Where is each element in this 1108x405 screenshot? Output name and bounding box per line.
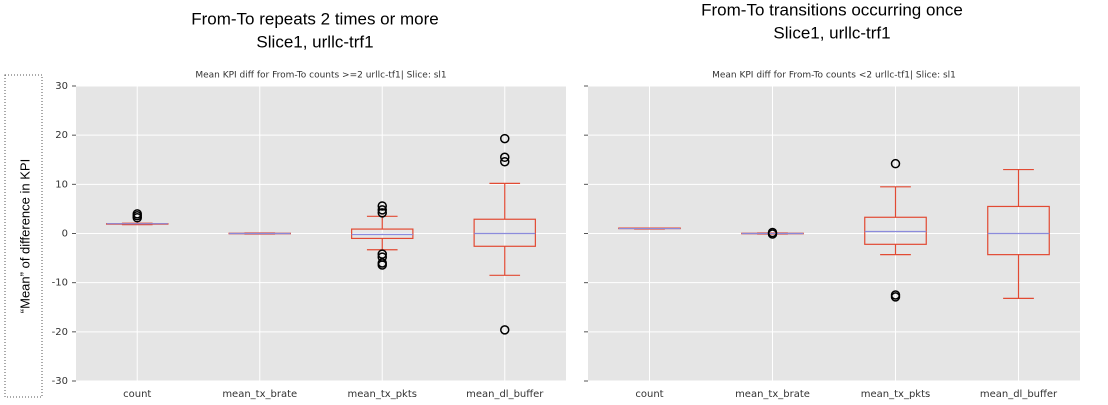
flier xyxy=(377,201,387,211)
flier xyxy=(890,158,901,169)
flier xyxy=(890,292,901,302)
flier xyxy=(377,208,387,218)
box xyxy=(351,228,414,240)
x-tick-label: count xyxy=(123,389,151,400)
y-tick-label: 20 xyxy=(55,130,68,141)
chart-title: Mean KPI diff for From-To counts >=2 url… xyxy=(195,71,446,81)
heading: Slice1, urllc-trf1 xyxy=(773,23,890,42)
y-tick-label: -10 xyxy=(52,278,68,289)
x-tick-label: mean_dl_buffer xyxy=(980,389,1058,400)
ylabel-frame xyxy=(4,74,43,398)
flier xyxy=(132,209,142,219)
chart-title: Mean KPI diff for From-To counts <2 urll… xyxy=(712,71,956,81)
box xyxy=(864,216,927,245)
flier xyxy=(500,156,510,167)
flier xyxy=(767,229,778,239)
flier xyxy=(500,133,510,144)
flier xyxy=(500,325,510,335)
flier xyxy=(377,260,387,270)
y-tick-label: 10 xyxy=(55,179,68,190)
x-tick-label: mean_tx_brate xyxy=(735,389,810,400)
heading: From-To transitions occurring once xyxy=(701,0,963,19)
y-tick-label: 0 xyxy=(62,229,68,240)
x-tick-label: mean_tx_pkts xyxy=(861,389,930,400)
box xyxy=(473,218,536,247)
box xyxy=(987,205,1050,256)
x-tick-label: mean_dl_buffer xyxy=(466,389,544,400)
flier xyxy=(377,249,387,259)
y-tick-label: 30 xyxy=(55,81,68,92)
heading: Slice1, urllc-trf1 xyxy=(256,32,373,51)
flier xyxy=(500,152,510,163)
heading: From-To repeats 2 times or more xyxy=(191,9,439,28)
x-tick-label: mean_tx_brate xyxy=(222,389,297,400)
flier xyxy=(377,205,387,215)
y-tick-label: -20 xyxy=(52,327,68,338)
x-tick-label: mean_tx_pkts xyxy=(348,389,417,400)
x-tick-label: count xyxy=(635,389,663,400)
y-tick-label: -30 xyxy=(52,376,68,387)
y-axis-label: “Mean” of difference in KPI xyxy=(17,159,32,313)
